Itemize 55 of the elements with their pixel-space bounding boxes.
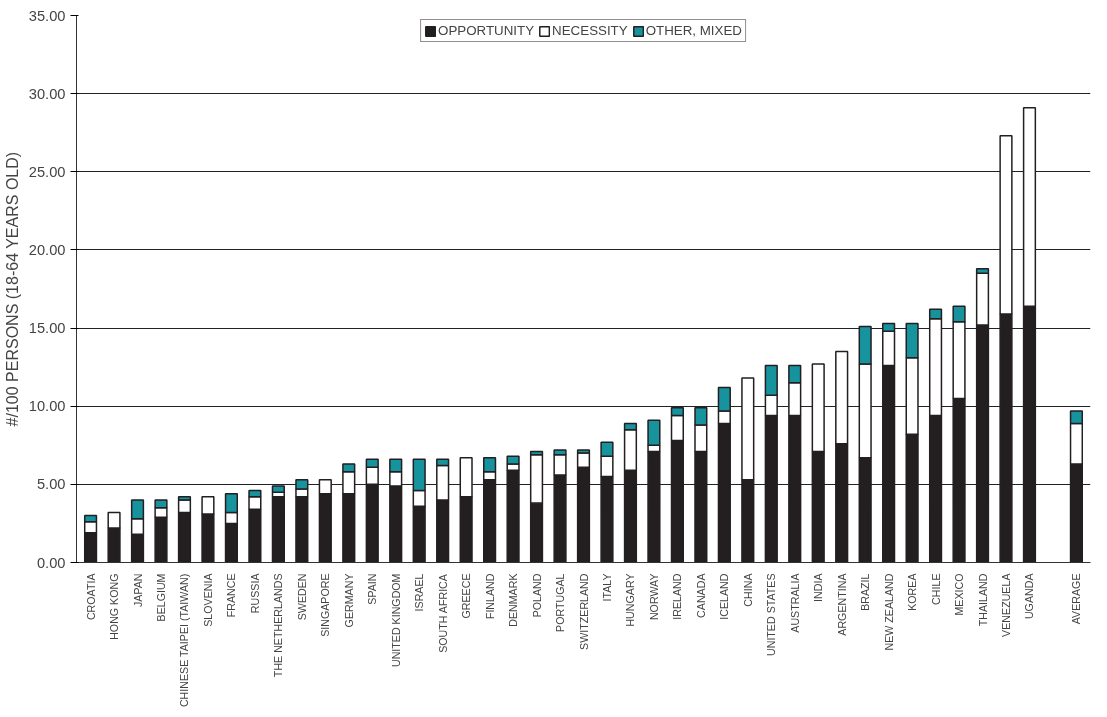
x-tick-label: FINLAND [483, 573, 496, 620]
x-tick-label: SOUTH AFRICA [436, 573, 449, 653]
x-tick-label: CHINA [741, 572, 754, 607]
x-tick-label: BRAZIL [859, 573, 872, 611]
x-tick-label: AVERAGE [1070, 573, 1083, 625]
x-tick-label: UNITED KINGDOM [389, 573, 402, 668]
x-tick-label: MEXICO [953, 573, 966, 616]
x-tick-label: IRELAND [671, 573, 684, 620]
x-tick-label: BELGIUM [155, 573, 167, 622]
x-tick-label: DENMARK [507, 573, 520, 627]
y-tick-label: 0.00 [36, 554, 66, 571]
x-tick-label: CHINESE TAIPEI (TAIWAN) [178, 573, 191, 708]
y-tick-label: 15.00 [28, 320, 66, 337]
x-tick-label: KOREA [906, 572, 919, 611]
x-tick-label: ARGENTINA [835, 572, 848, 636]
x-tick-label: CHILE [929, 573, 942, 605]
y-tick-label: 20.00 [28, 241, 66, 258]
x-tick-label: HUNGARY [624, 573, 637, 627]
y-tick-label: 5.00 [36, 476, 66, 493]
x-tick-label: VENEZUELA [1000, 572, 1012, 637]
x-tick-label: ITALY [600, 573, 613, 602]
x-tick-label: SLOVENIA [201, 572, 214, 627]
x-tick-label: PORTUGAL [554, 573, 567, 632]
x-tick-label: NEW ZEALAND [882, 573, 895, 651]
y-tick-label: 25.00 [28, 163, 66, 180]
x-tick-label: ISRAEL [413, 573, 426, 612]
x-tick-label: AUSTRALIA [788, 572, 801, 633]
x-tick-label: UNITED STATES [765, 573, 778, 656]
legend-label: OTHER, MIXED [645, 23, 742, 38]
legend-label: OPPORTUNITY [438, 23, 535, 38]
bar [271, 496, 285, 563]
y-tick-label: 35.00 [28, 7, 66, 24]
x-tick-label: SPAIN [366, 573, 379, 605]
x-tick-label: NORWAY [647, 573, 660, 621]
x-tick-label: UGANDA [1023, 572, 1036, 620]
x-tick-label: INDIA [812, 572, 825, 602]
x-tick-label: GREECE [460, 573, 473, 619]
x-tick-label: HONG KONG [108, 573, 121, 640]
x-tick-label: SWITZERLAND [577, 573, 590, 650]
x-tick-label: ICELAND [718, 573, 731, 620]
y-axis-title: #/100 PERSONS (18-64 YEARS OLD) [3, 151, 21, 427]
x-tick-label: CANADA [694, 572, 707, 618]
x-tick-label: RUSSIA [248, 572, 261, 614]
x-tick-label: POLAND [530, 573, 543, 618]
x-tick-label: GERMANY [342, 573, 355, 628]
x-tick-label: SINGAPORE [319, 573, 332, 637]
x-tick-label: THE NETHERLANDS [272, 573, 285, 678]
x-tick-label: FRANCE [225, 573, 238, 618]
x-tick-label: CROATIA [84, 572, 97, 621]
legend-label: NECESSITY [552, 23, 628, 38]
y-tick-label: 30.00 [28, 85, 66, 102]
x-tick-label: SWEDEN [295, 573, 308, 621]
x-tick-label: THAILAND [976, 573, 989, 627]
x-tick-label: JAPAN [131, 573, 144, 608]
y-tick-label: 10.00 [28, 398, 66, 415]
